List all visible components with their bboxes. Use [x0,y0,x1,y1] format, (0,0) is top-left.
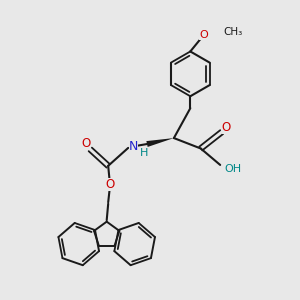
Text: OH: OH [225,164,242,174]
Text: H: H [140,148,148,158]
Text: O: O [200,30,208,40]
Text: N: N [129,140,138,153]
Text: CH₃: CH₃ [223,27,242,37]
Text: O: O [105,178,114,191]
Text: O: O [221,121,231,134]
Text: O: O [81,137,90,150]
Polygon shape [146,138,174,147]
